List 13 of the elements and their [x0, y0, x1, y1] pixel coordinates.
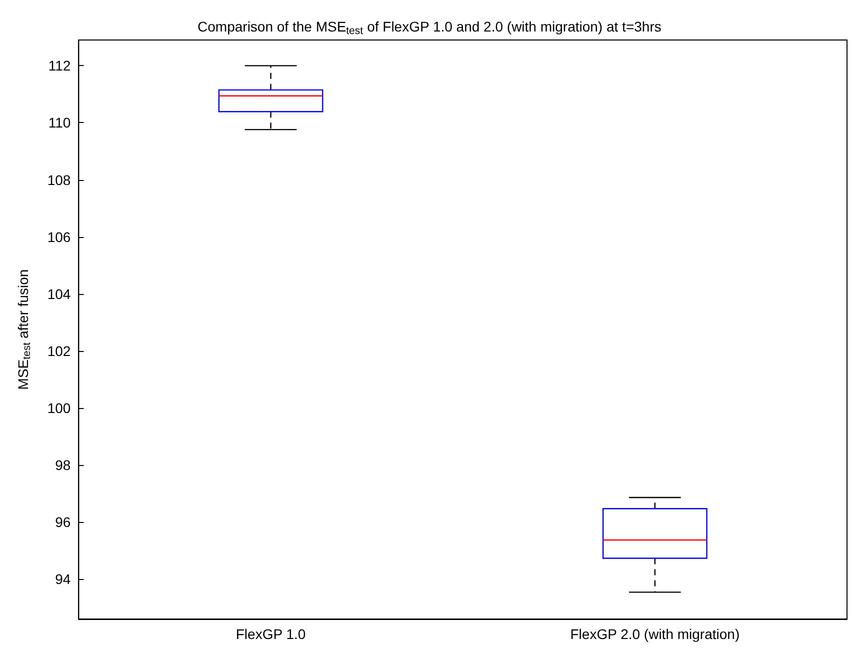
y-tick-label: 110 — [48, 114, 71, 131]
y-tick-label: 104 — [47, 286, 71, 302]
y-tick-label: 108 — [47, 172, 71, 188]
y-tick-label: 106 — [47, 228, 71, 245]
y-tick-label: 98 — [55, 456, 71, 473]
y-tick-label: 100 — [47, 400, 71, 416]
y-tick-label: 96 — [55, 514, 71, 530]
x-tick-label: FlexGP 2.0 (with migration) — [570, 626, 740, 642]
y-tick-label: 94 — [55, 571, 71, 588]
x-tick-label: FlexGP 1.0 — [236, 626, 306, 642]
y-tick-label: 102 — [47, 342, 71, 359]
y-axis-title: MSEtest after fusion — [15, 269, 34, 390]
y-tick-label: 112 — [48, 58, 71, 74]
